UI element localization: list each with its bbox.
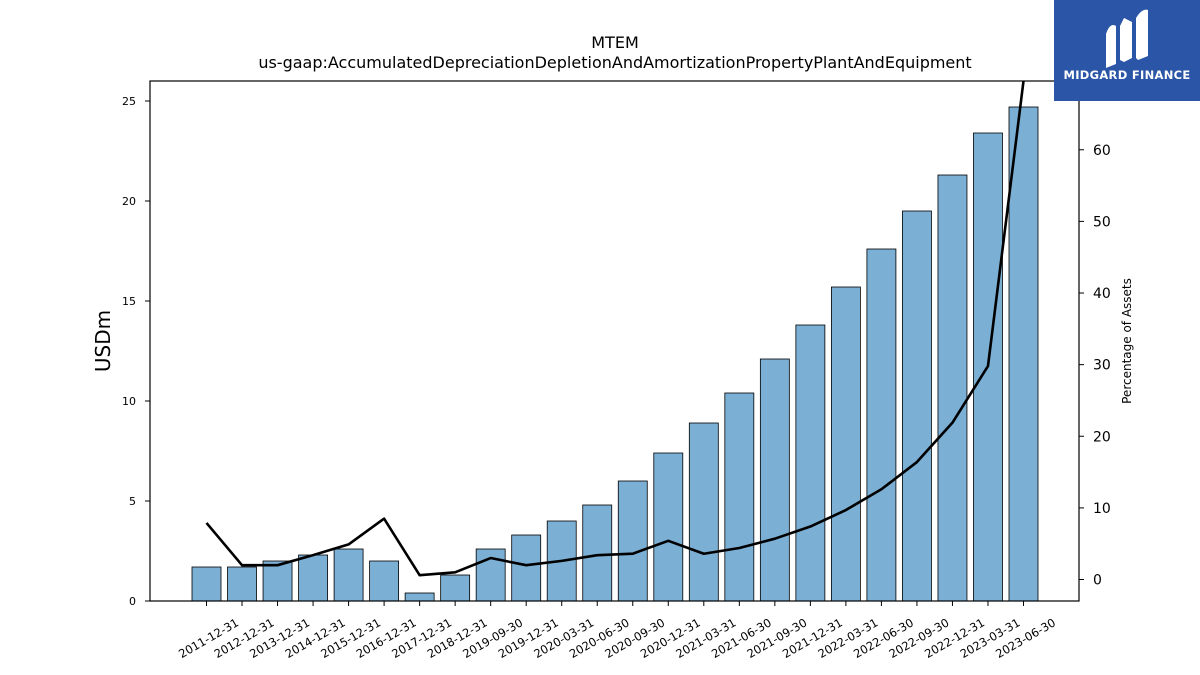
series-line-percentage (205, 81, 1025, 577)
y2-tick-label: 40 (1093, 286, 1111, 302)
bar-2020-09-30 (617, 480, 648, 602)
line-group (205, 81, 1025, 577)
y2-tick-label: 0 (1093, 573, 1102, 589)
bar-2022-03-31 (830, 286, 861, 602)
bars-group (191, 106, 1039, 602)
brand-mark-icon (1106, 9, 1148, 68)
bar-2018-12-31 (440, 574, 471, 602)
bar-2016-12-31 (369, 560, 400, 602)
y-axis-right: 0 10 20 30 40 50 60 (1079, 143, 1111, 589)
bar-2015-12-31 (333, 548, 364, 602)
chart-subtitle: us-gaap:AccumulatedDepreciationDepletion… (258, 53, 971, 72)
bar-2020-06-30 (582, 504, 613, 602)
bar-2021-09-30 (759, 358, 790, 602)
y-tick-label: 10 (122, 395, 136, 408)
plot-frame (149, 80, 1080, 602)
bar-2013-12-31 (262, 560, 293, 602)
bar-2022-06-30 (866, 248, 897, 602)
y2-tick-label: 10 (1093, 501, 1111, 517)
y-tick-label: 0 (129, 595, 136, 608)
chart-title: MTEM (591, 33, 639, 52)
bar-2011-12-31 (191, 566, 222, 602)
bar-2021-06-30 (724, 392, 755, 602)
bar-2021-03-31 (688, 422, 719, 602)
y-tick-label: 15 (122, 295, 136, 308)
y-tick-label: 25 (122, 95, 136, 108)
bar-2020-12-31 (653, 452, 684, 602)
bar-2021-12-31 (795, 324, 826, 602)
bar-2012-12-31 (227, 566, 257, 602)
y-axis-label: USDm (91, 310, 115, 372)
y2-tick-label: 30 (1093, 358, 1111, 374)
bar-2019-12-31 (511, 534, 542, 602)
y-axis-left: 0 5 10 15 20 25 (122, 95, 150, 608)
bar-2023-06-30 (1008, 106, 1039, 602)
bar-2022-09-30 (902, 210, 932, 602)
y2-tick-label: 20 (1093, 429, 1111, 445)
y-tick-label: 20 (122, 195, 136, 208)
brand-name: MIDGARD FINANCE (1063, 68, 1191, 82)
bar-2017-12-31 (404, 592, 435, 602)
brand-logo: MIDGARD FINANCE (1054, 0, 1200, 101)
bar-2014-12-31 (298, 554, 328, 602)
bar-2022-12-31 (937, 174, 968, 602)
y-tick-label: 5 (129, 495, 136, 508)
y2-tick-label: 50 (1093, 214, 1111, 230)
x-axis: 2011-12-312012-12-312013-12-312014-12-31… (176, 601, 1058, 661)
y2-tick-label: 60 (1093, 143, 1111, 159)
y2-axis-label: Percentage of Assets (1120, 278, 1134, 404)
